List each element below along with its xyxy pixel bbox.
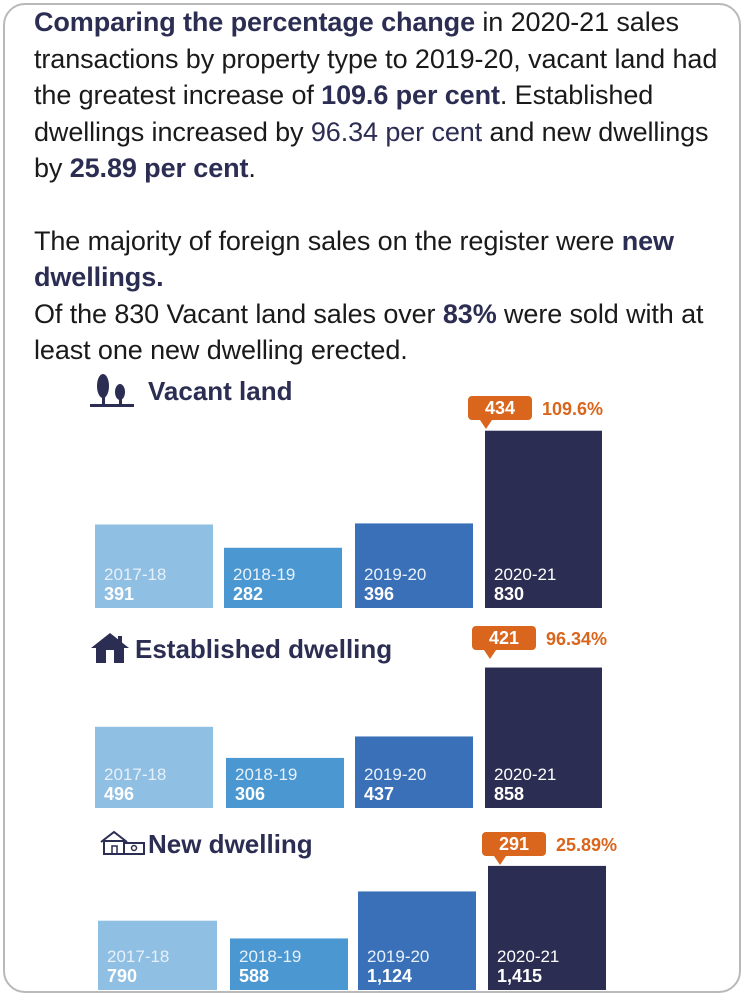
bar-2018-19 [224, 547, 342, 608]
bar-category-label: 2020-21 [494, 565, 556, 584]
intro-bold-b: 109.6 per cent [321, 80, 500, 110]
increase-callout [468, 396, 532, 429]
bar-category-label: 2017-18 [107, 947, 169, 966]
intro-text-c: and new dwellings by [34, 116, 709, 184]
bar-2017-18 [98, 920, 217, 990]
bar-value-label: 1,415 [497, 966, 542, 986]
bar-2019-20 [358, 891, 476, 990]
intro-paragraph-1: Comparing the percentage change in 2020-… [34, 4, 734, 187]
bar-category-label: 2019-20 [364, 765, 426, 784]
intro-text: Comparing the percentage change in 2020-… [34, 4, 734, 369]
bar-value-label: 391 [104, 584, 134, 604]
bar-value-label: 496 [104, 784, 134, 804]
bar-2020-21 [485, 667, 602, 808]
increase-callout [472, 626, 536, 659]
bar-category-label: 2017-18 [104, 765, 166, 784]
bar-category-label: 2019-20 [364, 565, 426, 584]
intro-p2-bold: new dwellings. [34, 225, 674, 293]
bar-2019-20 [355, 523, 473, 608]
intro-p3-text-a: Of the 830 Vacant land sales over [34, 298, 443, 329]
bar-value-label: 437 [364, 784, 394, 804]
bar-2018-19 [230, 938, 348, 990]
bar-2020-21 [485, 430, 602, 608]
bar-value-label: 858 [494, 784, 524, 804]
bar-value-label: 1,124 [367, 966, 412, 986]
intro-text-b: . Established dwellings increased by [34, 80, 654, 147]
bar-value-label: 282 [233, 584, 263, 604]
percent-change: 96.34% [546, 629, 607, 649]
bar-value-label: 588 [239, 966, 269, 986]
intro-text-a: in 2020-21 sales transactions by propert… [34, 7, 718, 110]
increase-value: 291 [499, 834, 529, 854]
increase-value: 434 [485, 398, 515, 418]
intro-p3-bold: 83% [442, 298, 497, 329]
bar-2020-21 [488, 865, 606, 990]
bar-value-label: 306 [235, 784, 265, 804]
increase-value: 421 [489, 628, 519, 648]
intro-p3-text-b: were sold with at least one new dwelling… [34, 298, 704, 366]
intro-p2-text: The majority of foreign sales on the reg… [34, 225, 622, 256]
percent-change: 109.6% [542, 399, 603, 419]
bar-2018-19 [226, 757, 344, 808]
bar-2017-18 [95, 726, 213, 808]
intro-bold-a: Comparing the percentage change [34, 7, 475, 37]
section-title: New dwelling [148, 829, 313, 859]
bar-category-label: 2018-19 [235, 765, 297, 784]
bar-value-label: 830 [494, 584, 524, 604]
section-title: Vacant land [148, 376, 293, 406]
bar-category-label: 2019-20 [367, 947, 429, 966]
bar-category-label: 2020-21 [497, 947, 559, 966]
bar-2017-18 [95, 524, 213, 608]
bar-value-label: 790 [107, 966, 137, 986]
intro-bold-c: 25.89 per cent [69, 153, 249, 183]
increase-callout [482, 832, 546, 865]
bar-2019-20 [355, 736, 473, 808]
new-house-icon [100, 830, 145, 855]
house-icon [91, 633, 129, 663]
percent-change: 25.89% [556, 835, 617, 855]
bar-category-label: 2017-18 [104, 565, 166, 584]
intro-paragraph-3: Of the 830 Vacant land sales over 83% we… [34, 296, 734, 369]
intro-highlight: 96.34 per cent [310, 116, 483, 147]
section-title: Established dwelling [135, 634, 393, 664]
bar-category-label: 2018-19 [233, 565, 295, 584]
intro-paragraph-2: The majority of foreign sales on the reg… [34, 223, 734, 296]
intro-text-d: . [248, 153, 256, 183]
bar-category-label: 2018-19 [239, 947, 301, 966]
card-frame [3, 3, 741, 993]
bar-category-label: 2020-21 [494, 765, 556, 784]
trees-icon [90, 374, 134, 407]
bar-value-label: 396 [364, 584, 394, 604]
